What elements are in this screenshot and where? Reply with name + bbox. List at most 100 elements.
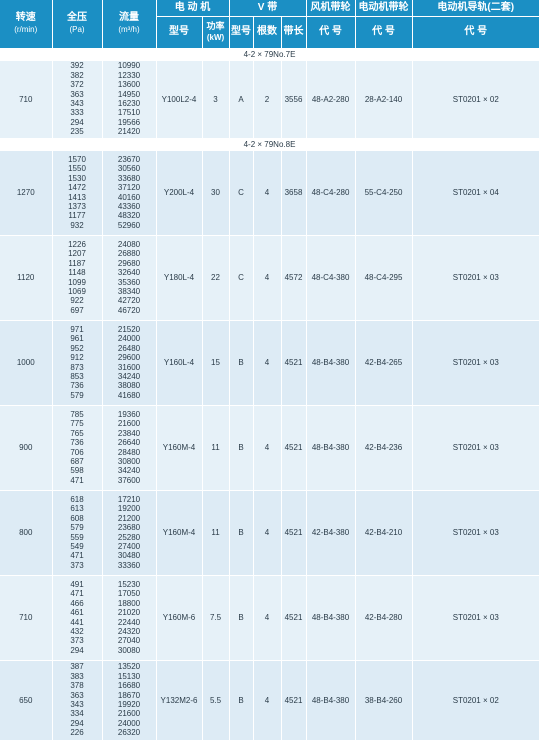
flow-list-value: 52960 <box>117 220 141 230</box>
pressure-list-value: 1550 <box>68 164 86 174</box>
pressure-list-value: 912 <box>70 353 84 363</box>
speed-cell: 800 <box>0 490 53 576</box>
flow-list-value: 19360 <box>117 409 141 419</box>
pressure-list-value: 373 <box>70 636 84 646</box>
motor-power-cell: 7.5 <box>202 575 230 661</box>
header-motor-power-unit: (kW) <box>206 33 225 42</box>
motor-power-cell: 3 <box>202 60 230 139</box>
pressure-list-value: 736 <box>70 381 84 391</box>
fan-pulley-cell: 48-B4-380 <box>306 320 356 406</box>
motor-pulley-cell: 55-C4-250 <box>355 150 413 236</box>
flow-list-value: 30800 <box>117 456 141 466</box>
flow-list: 21520 24000 26480 29600 31600 34240 38080 41680 <box>102 320 157 406</box>
pressure-list-value: 1177 <box>68 211 86 221</box>
header-vbelt: V 带 <box>229 0 307 17</box>
flow-list-value: 21020 <box>117 608 141 618</box>
flow-list-value: 17510 <box>117 108 141 118</box>
flow-list-value: 17210 <box>117 494 141 504</box>
section-title: 4-2 × 79No.8E <box>0 138 539 151</box>
fan-pulley-cell: 48-B4-380 <box>306 405 356 491</box>
flow-list-value: 42720 <box>117 296 141 306</box>
flow-list-value: 24080 <box>117 239 141 249</box>
pressure-list-value: 466 <box>70 598 84 608</box>
belt-type-cell: C <box>229 150 254 236</box>
belt-type-cell: B <box>229 660 254 741</box>
flow-list-value: 26480 <box>117 343 141 353</box>
pressure-list-value: 598 <box>70 466 84 476</box>
pressure-list-value: 706 <box>70 447 84 457</box>
belt-count-cell: 4 <box>253 405 282 491</box>
motor-power-cell: 15 <box>202 320 230 406</box>
motor-pulley-cell: 28-A2-140 <box>355 60 413 139</box>
flow-list-value: 26320 <box>117 728 141 738</box>
pressure-list-value: 343 <box>70 99 84 108</box>
pressure-list-value: 853 <box>70 371 84 381</box>
section-title-row: 4-2 × 79No.8E <box>0 138 539 151</box>
motor-power-cell: 11 <box>202 405 230 491</box>
pressure-list-value: 873 <box>70 362 84 372</box>
belt-length-cell: 4521 <box>281 405 307 491</box>
pressure-list-value: 471 <box>70 551 84 561</box>
pressure-list-value: 1226 <box>68 239 86 249</box>
speed-cell: 1120 <box>0 235 53 321</box>
flow-list-value: 23840 <box>117 428 141 438</box>
pressure-list-value: 294 <box>70 718 84 728</box>
pressure-list-value: 363 <box>70 690 84 700</box>
header-belt-length: 带长 <box>281 16 307 49</box>
flow-list-value: 33360 <box>117 560 141 570</box>
pressure-list-value: 559 <box>70 532 84 542</box>
flow-list-value: 21420 <box>117 127 141 137</box>
belt-count-cell: 4 <box>253 575 282 661</box>
fan-pulley-cell: 48-B4-380 <box>306 660 356 741</box>
pressure-list-value: 392 <box>70 61 84 71</box>
header-pressure-unit: (Pa) <box>69 24 85 34</box>
flow-list-value: 10990 <box>117 61 141 71</box>
motor-pulley-cell: 42-B4-236 <box>355 405 413 491</box>
belt-length-cell: 3658 <box>281 150 307 236</box>
pressure-list-value: 961 <box>70 334 84 344</box>
pressure-list-value: 226 <box>70 728 84 738</box>
motor-power-cell: 5.5 <box>202 660 230 741</box>
table-row: 900 785 775 765 736 706 687 598 471 19360 21600 238… <box>0 405 539 491</box>
pressure-list-value: 579 <box>70 390 84 400</box>
pressure-list-value: 1148 <box>68 268 86 278</box>
motor-model-cell: Y160M-6 <box>156 575 203 661</box>
pressure-list-value: 1099 <box>68 277 86 287</box>
motor-pulley-cell: 42-B4-265 <box>355 320 413 406</box>
flow-list-value: 30480 <box>117 551 141 561</box>
pressure-list-value: 382 <box>70 70 84 80</box>
pressure-list-value: 1472 <box>68 183 86 193</box>
belt-length-cell: 3556 <box>281 60 307 139</box>
flow-list-value: 27040 <box>117 636 141 646</box>
speed-cell: 1000 <box>0 320 53 406</box>
pressure-list-value: 343 <box>70 700 84 709</box>
flow-list-value: 21600 <box>117 709 141 719</box>
pressure-list-value: 378 <box>70 681 84 691</box>
flow-list: 15230 17050 18800 21020 22440 24320 27040 30080 <box>102 575 157 661</box>
motor-model-cell: Y132M2-6 <box>156 660 203 741</box>
pressure-list-value: 922 <box>70 296 84 306</box>
flow-list: 13520 15130 16680 18670 19920 21600 24000 26320 <box>102 660 157 741</box>
pressure-list-value: 736 <box>70 438 84 448</box>
motor-power-cell: 22 <box>202 235 230 321</box>
pressure-list-value: 971 <box>70 324 84 334</box>
pressure-list: 387 383 378 363 343 334 294 226 <box>52 660 103 741</box>
flow-list-value: 18800 <box>117 598 141 608</box>
table-row: 650 387 383 378 363 343 334 294 226 13520 15130 166… <box>0 660 539 741</box>
flow-list-value: 35360 <box>117 277 141 287</box>
flow-list-value: 30560 <box>117 164 141 174</box>
flow-list-value: 12330 <box>117 70 141 80</box>
pressure-list-value: 372 <box>70 80 84 90</box>
belt-count-cell: 4 <box>253 235 282 321</box>
pressure-list-value: 618 <box>70 494 84 504</box>
pressure-list-value: 1187 <box>68 258 86 268</box>
pressure-list-value: 461 <box>70 608 84 618</box>
flow-list-value: 13520 <box>117 662 141 672</box>
pressure-list-value: 333 <box>70 108 84 118</box>
pressure-list-value: 432 <box>70 626 84 636</box>
table-body: 4-2 × 79No.7E 710 392 382 372 363 343 333 294 235… <box>0 48 539 741</box>
table-row: 800 618 613 608 579 559 549 471 373 17210 19200 212… <box>0 490 539 576</box>
flow-list-value: 23680 <box>117 523 141 533</box>
flow-list-value: 29600 <box>117 353 141 363</box>
fan-pulley-cell: 48-C4-380 <box>306 235 356 321</box>
